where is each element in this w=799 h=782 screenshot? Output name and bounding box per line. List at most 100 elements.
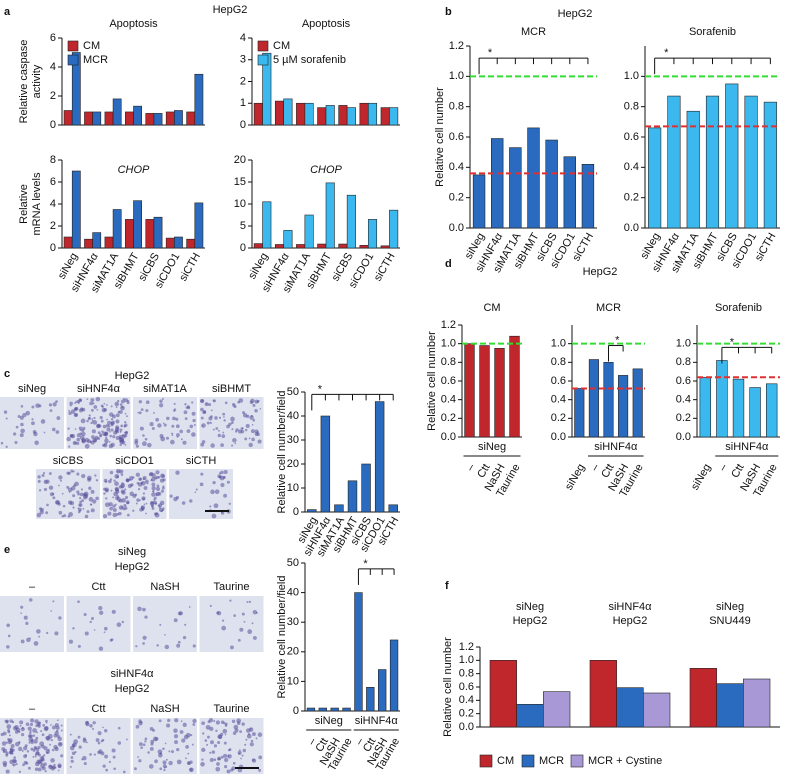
y-axis-label: Relative cell number [434, 87, 446, 187]
bar [325, 182, 335, 249]
y-tick-label: 0.6 [551, 375, 566, 387]
cell [135, 645, 138, 648]
cell [123, 503, 127, 508]
bar [346, 107, 356, 126]
bar [516, 704, 544, 728]
cell [35, 751, 40, 756]
cell [159, 433, 164, 438]
cell [99, 610, 104, 615]
x-tick-label: siCTH [177, 251, 203, 284]
cell [135, 502, 138, 505]
cell [3, 763, 7, 768]
cell [13, 759, 17, 764]
cell [171, 432, 174, 435]
legend-label: MCR [539, 755, 564, 767]
cell [95, 496, 99, 501]
bar [347, 480, 358, 513]
micrograph [133, 718, 197, 774]
cell [201, 758, 204, 761]
cell [126, 415, 128, 418]
cell [221, 434, 226, 439]
cell [121, 406, 124, 409]
cell [72, 627, 75, 630]
cell [218, 429, 220, 432]
cell [103, 432, 109, 437]
cell [119, 430, 122, 433]
cell [104, 729, 108, 733]
cell [114, 401, 120, 407]
bar [699, 376, 711, 438]
cell [202, 732, 205, 735]
cell [18, 741, 21, 744]
cell [124, 495, 129, 500]
cell [38, 489, 42, 492]
annotation: * [615, 334, 620, 346]
cell [208, 416, 213, 421]
cell [76, 437, 81, 442]
cell [172, 416, 176, 421]
micrograph [199, 397, 264, 449]
cell [43, 762, 47, 766]
cell [159, 767, 163, 771]
cell [7, 634, 11, 638]
image-label: siHNF4α [77, 383, 121, 395]
cell [142, 635, 147, 640]
cell [189, 760, 193, 764]
cell [20, 612, 23, 614]
cell [104, 502, 110, 508]
cell [3, 410, 8, 414]
y-tick-label: 0 [240, 242, 246, 254]
cell [17, 746, 23, 752]
cell [43, 754, 46, 757]
bar [766, 383, 778, 438]
group-label: siHNF4α [725, 441, 769, 453]
cell [142, 434, 145, 437]
x-tick-label: siNeg [516, 601, 544, 613]
bar [186, 238, 196, 249]
cell [38, 635, 41, 638]
cell [101, 738, 105, 742]
cell [138, 742, 143, 746]
cell [176, 643, 181, 648]
cell [142, 607, 146, 612]
cell [14, 440, 18, 445]
cell [184, 623, 187, 626]
cell [145, 512, 147, 515]
y-tick-label: 0.6 [676, 375, 691, 387]
bar [725, 83, 739, 229]
cell [151, 507, 155, 510]
bar [749, 387, 761, 438]
cell [68, 445, 71, 448]
image-label: Taurine [213, 581, 249, 593]
cell [97, 731, 102, 736]
y-tick-label: 1.0 [551, 338, 566, 350]
image-label: HepG2 [115, 561, 150, 573]
y-tick-label: 0.0 [624, 222, 639, 234]
cell [72, 494, 76, 498]
cell [205, 402, 208, 405]
cell [156, 644, 159, 647]
bar [361, 463, 371, 513]
cell [226, 480, 230, 484]
cell [69, 733, 72, 736]
bar [165, 237, 175, 249]
bar [165, 111, 175, 126]
cell [84, 437, 90, 443]
cell [252, 758, 255, 762]
cell [137, 411, 140, 414]
y-axis-label: Relative cell number/field [276, 576, 288, 699]
x-tick-label: – [717, 461, 731, 473]
cell [114, 481, 119, 486]
cell [115, 406, 118, 409]
cell [149, 746, 154, 751]
y-tick-label: 0.8 [676, 356, 691, 368]
y-tick-label: 0.6 [459, 681, 474, 693]
cell [94, 435, 99, 440]
cell [216, 762, 220, 766]
micrograph [102, 468, 167, 519]
cell [99, 415, 103, 420]
bar [618, 375, 629, 438]
cell [223, 741, 227, 745]
cell [110, 489, 113, 492]
cell [217, 433, 221, 438]
